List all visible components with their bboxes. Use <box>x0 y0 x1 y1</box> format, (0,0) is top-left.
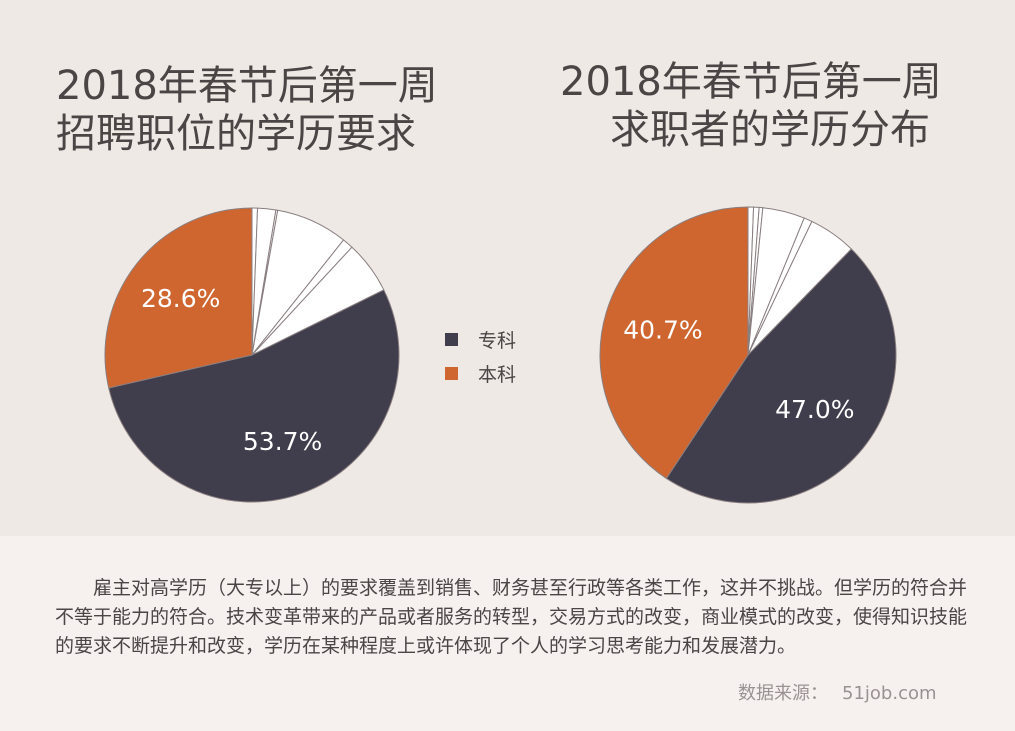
legend: 专科 本科 <box>445 326 516 394</box>
legend-swatch-benke <box>445 366 458 380</box>
legend-swatch-zhuanke <box>445 332 458 346</box>
left-title-line-1: 2018年春节后第一周 <box>56 63 438 109</box>
description-paragraph: 雇主对高学历（大专以上）的要求覆盖到销售、财务甚至行政等各类工作，这并不挑战。但… <box>55 577 968 657</box>
pie-charts: 53.7% 28.6% 47.0% 40.7% <box>104 206 897 504</box>
pie-1-slice-0 <box>665 248 897 504</box>
right-title-line-1: 2018年春节后第一周 <box>560 59 942 105</box>
right-title-line-2: 求职者的学历分布 <box>610 107 930 153</box>
pie-0-label-1: 28.6% <box>141 284 220 313</box>
data-source-value: 51job.com <box>842 683 937 704</box>
data-source-label: 数据来源： <box>738 683 828 704</box>
pie-0-slice-1 <box>104 207 253 389</box>
pie-0-label-0: 53.7% <box>243 427 322 456</box>
left-chart-title: 2018年春节后第一周 招聘职位的学历要求 <box>56 62 438 158</box>
legend-label-benke: 本科 <box>478 363 517 386</box>
description-panel: 雇主对高学历（大专以上）的要求覆盖到销售、财务甚至行政等各类工作，这并不挑战。但… <box>0 536 1015 731</box>
pie-1-slice-1 <box>599 206 749 480</box>
legend-label-zhuanke: 专科 <box>478 329 517 352</box>
pie-1-label-1: 40.7% <box>623 315 702 344</box>
legend-item-benke: 本科 <box>445 360 516 386</box>
left-title-line-2: 招聘职位的学历要求 <box>56 111 416 157</box>
legend-item-zhuanke: 专科 <box>445 326 516 352</box>
pie-1-label-0: 47.0% <box>775 395 854 424</box>
pie-0-slice-0 <box>108 289 400 503</box>
data-source: 数据来源： 51job.com <box>738 679 937 705</box>
right-chart-title: 2018年春节后第一周 求职者的学历分布 <box>560 58 942 154</box>
